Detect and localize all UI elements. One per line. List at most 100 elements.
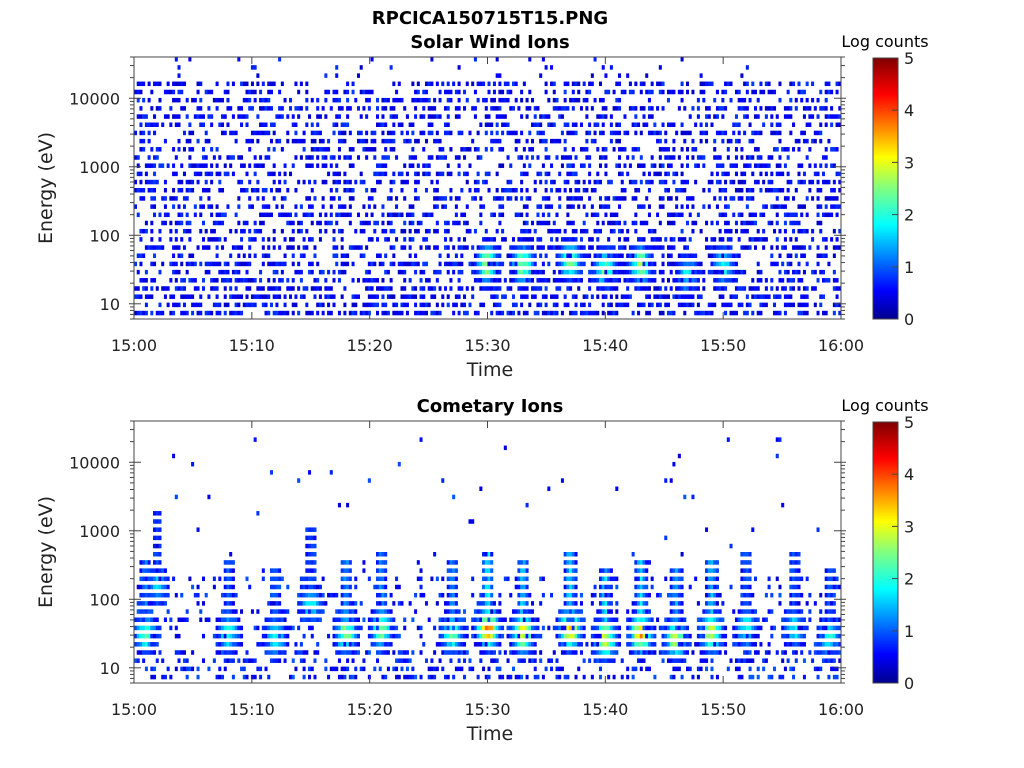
heatmap-cell — [267, 204, 271, 209]
heatmap-cell — [680, 147, 684, 152]
heatmap-cell — [185, 310, 189, 316]
heatmap-cell — [579, 122, 583, 127]
heatmap-cell — [498, 633, 502, 639]
heatmap-cell — [604, 245, 608, 250]
heatmap-cell — [147, 584, 151, 590]
heatmap-cell — [593, 188, 597, 193]
heatmap-cell — [400, 658, 404, 663]
heatmap-cell — [484, 278, 488, 283]
heatmap-cell — [435, 310, 439, 316]
heatmap-cell — [278, 294, 282, 299]
heatmap-cell — [199, 81, 203, 87]
heatmap-cell — [272, 163, 276, 168]
heatmap-cell — [452, 633, 456, 639]
heatmap-cell — [294, 650, 298, 655]
heatmap-cell — [210, 171, 214, 177]
heatmap-cell — [237, 302, 241, 308]
heatmap-cell — [408, 294, 412, 299]
heatmap-cell — [136, 188, 140, 193]
heatmap-cell — [153, 568, 157, 573]
heatmap-cell — [511, 237, 515, 242]
heatmap-cell — [337, 196, 341, 201]
heatmap-cell — [607, 261, 611, 267]
heatmap-cell — [666, 196, 670, 201]
heatmap-cell — [460, 286, 464, 291]
heatmap-cell — [558, 261, 562, 267]
heatmap-cell — [302, 253, 306, 258]
heatmap-cell — [775, 245, 779, 250]
heatmap-cell — [422, 237, 426, 242]
heatmap-cell — [490, 592, 494, 598]
heatmap-cell — [547, 220, 551, 226]
heatmap-cell — [411, 674, 415, 680]
heatmap-cell — [753, 237, 757, 242]
heatmap-cell — [280, 228, 284, 234]
heatmap-cell — [297, 179, 301, 185]
heatmap-cell — [775, 286, 779, 291]
heatmap-cell — [283, 310, 287, 316]
heatmap-cell — [291, 245, 295, 250]
heatmap-cell — [786, 106, 790, 111]
heatmap-cell — [153, 511, 157, 516]
heatmap-cell — [392, 81, 396, 87]
colorbar-tick-label: 0 — [904, 310, 914, 329]
heatmap-cell — [601, 147, 605, 152]
heatmap-cell — [560, 261, 564, 267]
heatmap-cell — [465, 171, 469, 177]
heatmap-cell — [547, 486, 551, 491]
heatmap-cell — [560, 130, 564, 136]
heatmap-cell — [773, 294, 777, 299]
heatmap-cell — [753, 220, 757, 226]
heatmap-cell — [253, 228, 257, 234]
heatmap-cell — [737, 179, 741, 185]
heatmap-cell — [457, 609, 461, 614]
heatmap-cell — [144, 592, 148, 598]
heatmap-cell — [492, 650, 496, 655]
heatmap-cell — [460, 253, 464, 258]
heatmap-cell — [261, 220, 265, 226]
heatmap-cell — [226, 122, 230, 127]
heatmap-cell — [381, 261, 385, 267]
heatmap-cell — [221, 245, 225, 250]
heatmap-cell — [294, 130, 298, 136]
heatmap-cell — [136, 163, 140, 168]
heatmap-cell — [824, 155, 828, 160]
heatmap-cell — [414, 188, 418, 193]
heatmap-cell — [574, 294, 578, 299]
heatmap-cell — [487, 666, 491, 672]
heatmap-cell — [724, 196, 728, 201]
heatmap-cell — [661, 122, 665, 127]
heatmap-cell — [389, 633, 393, 639]
heatmap-cell — [147, 568, 151, 573]
heatmap-cell — [588, 155, 592, 160]
heatmap-cell — [555, 658, 559, 663]
heatmap-cell — [623, 196, 627, 201]
heatmap-cell — [552, 81, 556, 87]
heatmap-cell — [422, 642, 426, 647]
heatmap-cell — [231, 576, 235, 582]
heatmap-cell — [680, 278, 684, 283]
heatmap-cell — [185, 617, 189, 622]
heatmap-cell — [272, 592, 276, 598]
heatmap-cell — [683, 310, 687, 316]
heatmap-cell — [446, 633, 450, 639]
heatmap-cell — [376, 122, 380, 127]
heatmap-cell — [433, 294, 437, 299]
heatmap-cell — [732, 261, 736, 267]
heatmap-cell — [811, 138, 815, 144]
heatmap-cell — [174, 666, 178, 672]
heatmap-cell — [373, 642, 377, 647]
heatmap-cell — [201, 286, 205, 291]
heatmap-cell — [354, 179, 358, 185]
heatmap-cell — [737, 237, 741, 242]
heatmap-cell — [253, 163, 257, 168]
heatmap-cell — [324, 97, 328, 103]
heatmap-cell — [427, 130, 431, 136]
heatmap-cell — [240, 81, 244, 87]
heatmap-cell — [539, 122, 543, 127]
heatmap-cell — [305, 543, 309, 549]
heatmap-cell — [514, 196, 518, 201]
heatmap-cell — [373, 617, 377, 622]
heatmap-cell — [563, 552, 567, 557]
heatmap-cell — [310, 592, 314, 598]
